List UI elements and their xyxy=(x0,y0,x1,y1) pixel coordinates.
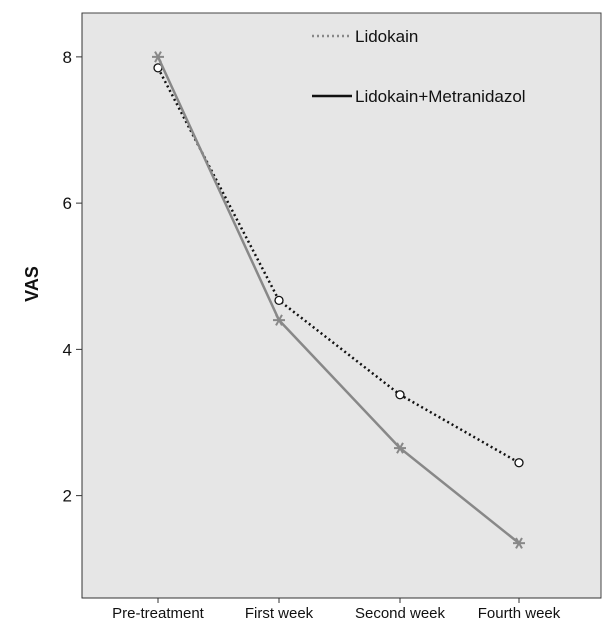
y-axis-title: VAS xyxy=(22,266,42,302)
y-axis: 2 4 6 8 xyxy=(63,13,83,598)
x-axis: Pre-treatment First week Second week Fourth… xyxy=(82,597,601,622)
x-tick-label: Second week xyxy=(355,605,446,622)
legend-label: Lidokain+Metranidazol xyxy=(355,87,526,106)
x-tick-label: Pre-treatment xyxy=(112,605,205,622)
series-line xyxy=(156,56,520,545)
data-point-circle xyxy=(274,295,284,306)
x-tick-label: First week xyxy=(245,605,314,622)
legend-label: Lidokain xyxy=(355,27,418,46)
legend: Lidokain Lidokain+Metranidazol xyxy=(312,27,526,106)
legend-item: Lidokain xyxy=(312,27,418,46)
series-lidokain xyxy=(153,63,524,468)
y-tick-label: 2 xyxy=(63,487,72,506)
y-tick-label: 4 xyxy=(63,340,72,359)
series-layer xyxy=(152,51,525,549)
legend-item: Lidokain+Metranidazol xyxy=(312,87,526,106)
data-point-asterisk xyxy=(513,537,525,549)
plot-area xyxy=(81,12,602,599)
y-tick-label: 8 xyxy=(63,48,72,67)
series-lidokain-metranidazol xyxy=(152,51,525,549)
data-point-asterisk xyxy=(152,51,164,63)
x-tick-label: Fourth week xyxy=(478,605,561,622)
data-point-circle xyxy=(514,458,524,468)
y-tick-label: 6 xyxy=(63,194,72,213)
series-line xyxy=(156,67,520,464)
data-point-asterisk xyxy=(273,314,285,326)
data-point-circle xyxy=(395,390,405,400)
data-point-asterisk xyxy=(394,442,406,454)
